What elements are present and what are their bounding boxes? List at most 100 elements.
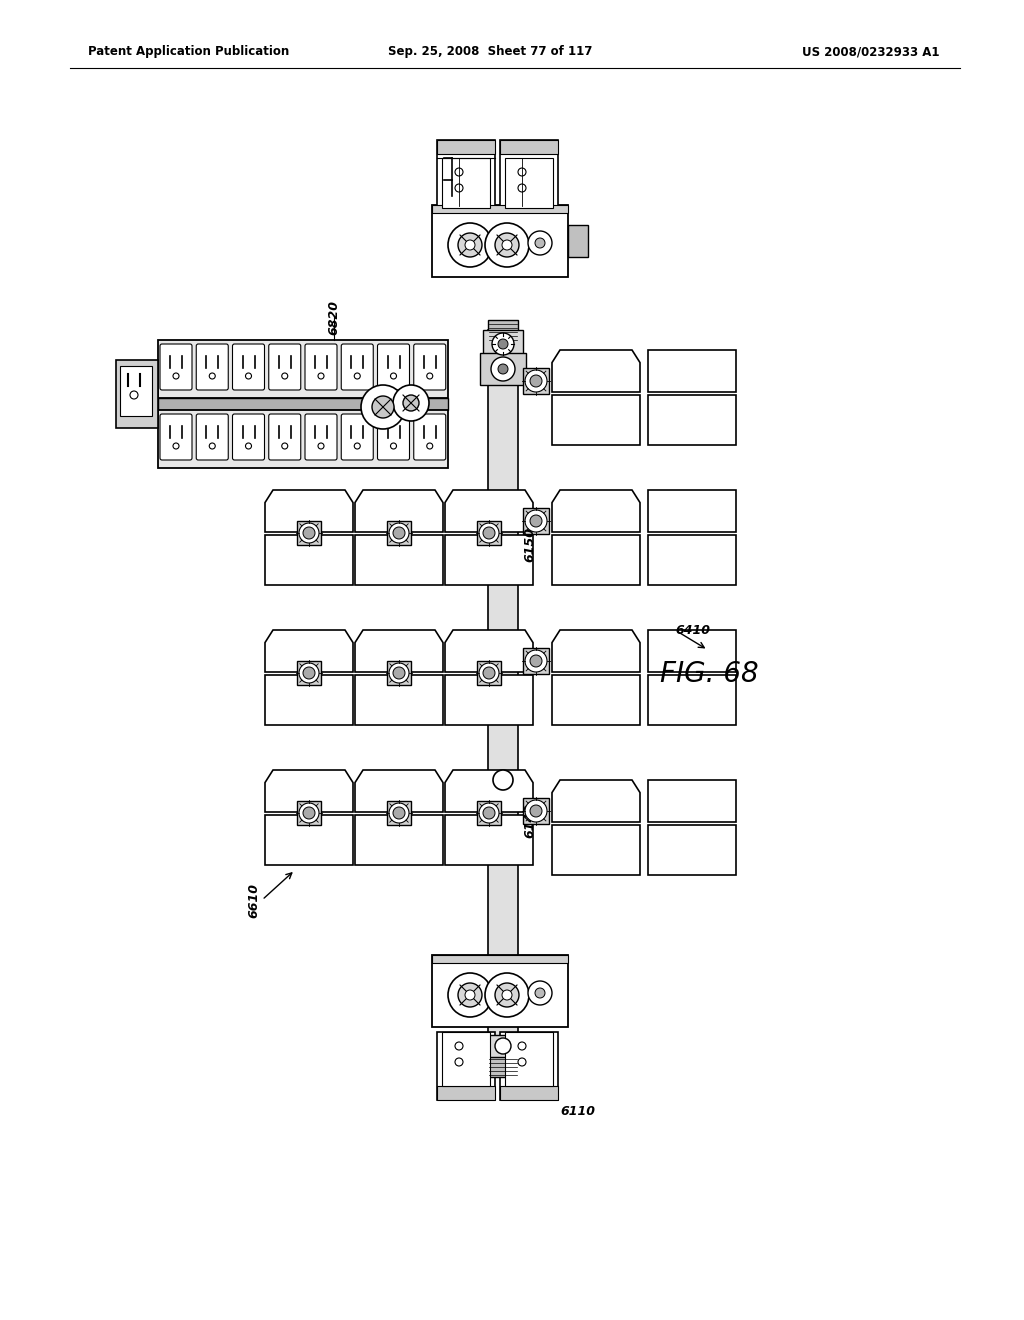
Circle shape: [479, 663, 499, 682]
Bar: [432, 954, 568, 964]
Polygon shape: [552, 780, 640, 822]
Bar: [477, 661, 501, 685]
Polygon shape: [552, 490, 640, 532]
Bar: [648, 825, 736, 875]
Bar: [265, 535, 353, 585]
Bar: [505, 1032, 553, 1086]
Text: 6820: 6820: [328, 300, 341, 335]
Circle shape: [518, 183, 526, 191]
Bar: [523, 648, 549, 675]
Circle shape: [493, 770, 513, 789]
Bar: [488, 319, 518, 342]
Circle shape: [393, 527, 406, 539]
Circle shape: [498, 364, 508, 374]
Circle shape: [530, 375, 542, 387]
Circle shape: [502, 240, 512, 249]
Circle shape: [303, 807, 315, 818]
Circle shape: [354, 374, 360, 379]
Text: US 2008/0232933 A1: US 2008/0232933 A1: [803, 45, 940, 58]
Circle shape: [354, 444, 360, 449]
Bar: [265, 814, 353, 865]
Circle shape: [318, 374, 324, 379]
FancyBboxPatch shape: [197, 414, 228, 459]
Bar: [432, 205, 568, 213]
Circle shape: [282, 444, 288, 449]
Circle shape: [390, 444, 396, 449]
Bar: [500, 1086, 558, 1100]
Text: 6150: 6150: [523, 528, 536, 562]
Circle shape: [483, 667, 495, 678]
Circle shape: [465, 240, 475, 249]
Circle shape: [246, 374, 252, 379]
Text: FIG. 68: FIG. 68: [660, 660, 759, 688]
Circle shape: [389, 803, 409, 822]
Bar: [648, 630, 736, 672]
Circle shape: [458, 983, 482, 1007]
Bar: [552, 535, 640, 585]
Circle shape: [495, 1038, 511, 1053]
Circle shape: [492, 333, 514, 355]
FancyBboxPatch shape: [414, 345, 445, 389]
Circle shape: [318, 444, 324, 449]
FancyBboxPatch shape: [268, 414, 301, 459]
Bar: [355, 814, 443, 865]
Bar: [500, 1032, 558, 1100]
Circle shape: [393, 385, 429, 421]
Polygon shape: [355, 770, 443, 812]
Circle shape: [361, 385, 406, 429]
Circle shape: [528, 231, 552, 255]
FancyBboxPatch shape: [414, 414, 445, 459]
Bar: [648, 535, 736, 585]
Circle shape: [303, 527, 315, 539]
Bar: [297, 661, 321, 685]
FancyBboxPatch shape: [378, 414, 410, 459]
Text: 6140: 6140: [523, 803, 536, 837]
Circle shape: [390, 374, 396, 379]
Bar: [437, 140, 495, 209]
Circle shape: [525, 649, 547, 672]
Bar: [437, 1086, 495, 1100]
Circle shape: [502, 990, 512, 1001]
Circle shape: [389, 663, 409, 682]
Circle shape: [209, 444, 215, 449]
Bar: [387, 521, 411, 545]
Text: Patent Application Publication: Patent Application Publication: [88, 45, 289, 58]
Bar: [648, 780, 736, 822]
Bar: [523, 508, 549, 535]
FancyBboxPatch shape: [232, 414, 264, 459]
Circle shape: [465, 990, 475, 1001]
Circle shape: [535, 987, 545, 998]
Circle shape: [389, 523, 409, 543]
Bar: [437, 1032, 495, 1100]
Bar: [648, 490, 736, 532]
Polygon shape: [445, 630, 534, 672]
Bar: [297, 521, 321, 545]
Circle shape: [403, 395, 419, 411]
Text: 6610: 6610: [247, 883, 260, 917]
Circle shape: [490, 356, 515, 381]
Circle shape: [427, 444, 433, 449]
Circle shape: [455, 1059, 463, 1067]
Circle shape: [483, 807, 495, 818]
Circle shape: [173, 374, 179, 379]
Bar: [445, 814, 534, 865]
Circle shape: [299, 523, 319, 543]
Circle shape: [372, 396, 394, 418]
Circle shape: [303, 667, 315, 678]
FancyBboxPatch shape: [378, 345, 410, 389]
Circle shape: [485, 973, 529, 1016]
Circle shape: [427, 374, 433, 379]
Circle shape: [209, 374, 215, 379]
Circle shape: [530, 515, 542, 527]
Bar: [297, 801, 321, 825]
Text: 6410: 6410: [675, 623, 710, 636]
Circle shape: [455, 168, 463, 176]
Bar: [442, 1032, 490, 1086]
Bar: [477, 521, 501, 545]
Circle shape: [530, 655, 542, 667]
Circle shape: [173, 444, 179, 449]
Bar: [500, 140, 558, 209]
Bar: [552, 675, 640, 725]
Circle shape: [485, 223, 529, 267]
FancyBboxPatch shape: [305, 414, 337, 459]
